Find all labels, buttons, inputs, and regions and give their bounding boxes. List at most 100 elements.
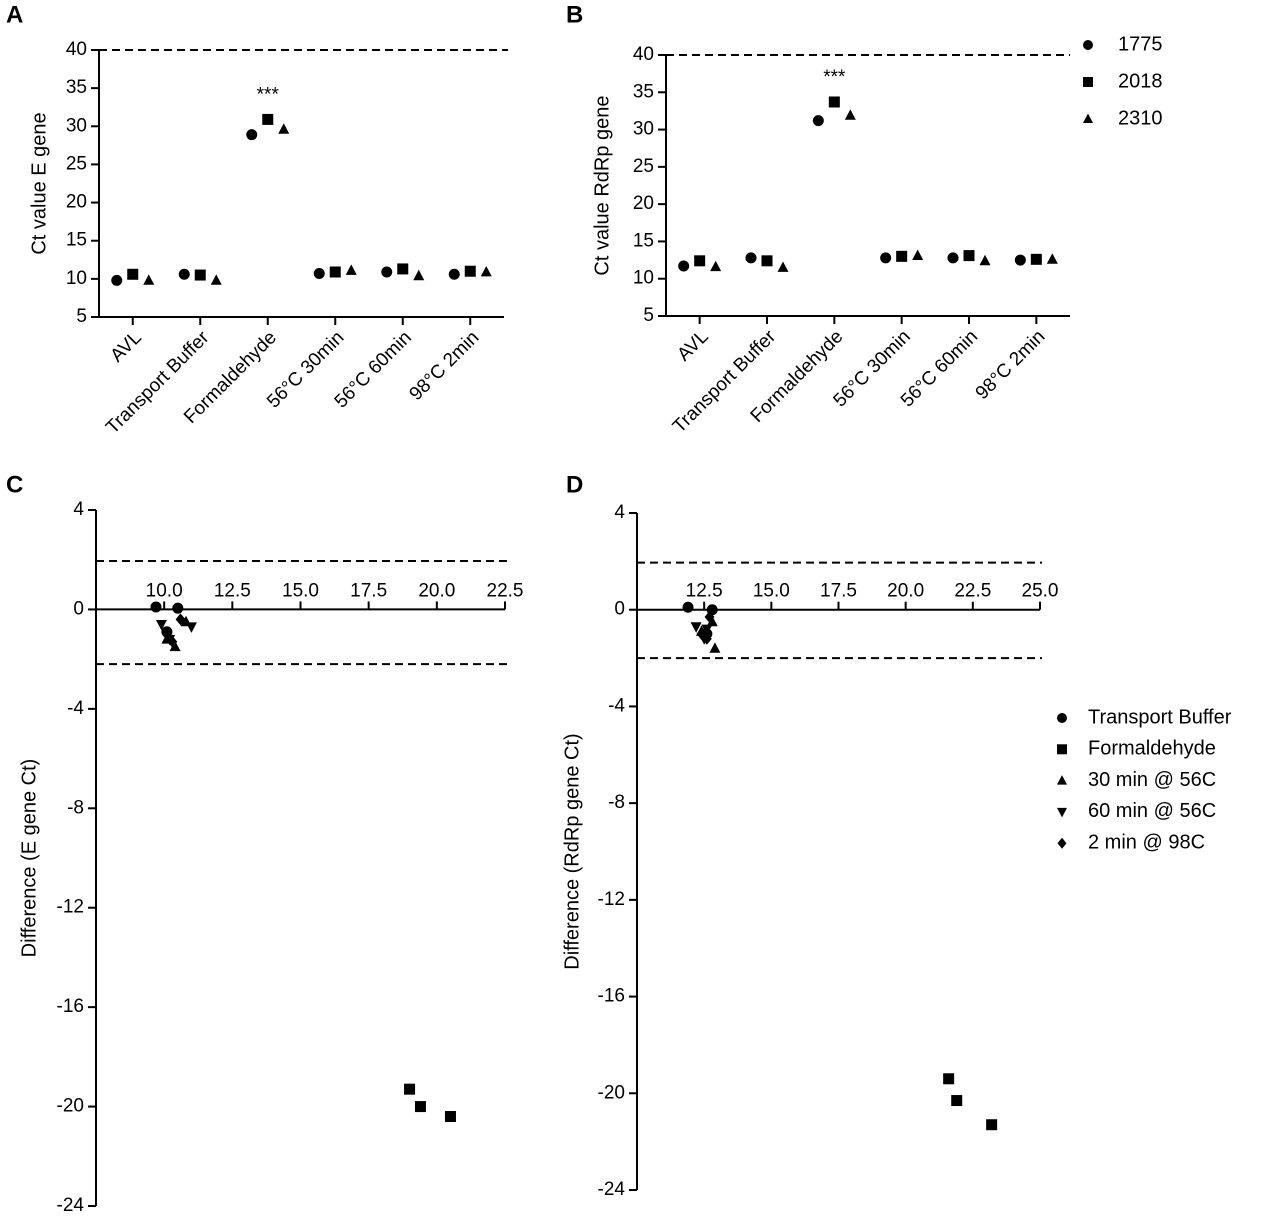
- panel-label: D: [566, 471, 583, 498]
- y-tick-label: 0: [73, 598, 84, 619]
- y-tick-label: 10: [66, 268, 87, 289]
- y-tick-label: -20: [57, 1096, 84, 1117]
- legend-label: 30 min @ 56C: [1088, 769, 1216, 791]
- y-axis-label: Difference (RdRp gene Ct): [561, 733, 583, 969]
- panel-label: A: [6, 1, 23, 28]
- marker: [947, 252, 959, 264]
- marker: [951, 1095, 963, 1107]
- marker: [828, 96, 840, 108]
- marker: [701, 632, 712, 645]
- marker: [812, 115, 824, 127]
- y-tick-label: -24: [598, 1179, 626, 1200]
- y-tick-label: 30: [66, 115, 87, 136]
- marker: [150, 601, 162, 613]
- marker: [1030, 253, 1042, 265]
- marker: [1014, 254, 1026, 266]
- marker: [448, 268, 460, 280]
- marker: [777, 261, 789, 272]
- marker: [912, 249, 924, 260]
- x-tick-label: 12.5: [686, 581, 723, 602]
- marker: [313, 268, 325, 280]
- marker: [963, 250, 975, 262]
- y-tick-label: -4: [608, 695, 625, 716]
- marker: [169, 640, 181, 652]
- x-tick-label: 22.5: [487, 580, 524, 601]
- marker: [943, 1073, 955, 1085]
- x-tick-label: 10.0: [146, 580, 183, 601]
- marker: [381, 266, 393, 278]
- y-tick-label: 4: [73, 499, 84, 520]
- y-tick-label: 25: [66, 153, 87, 174]
- marker: [694, 255, 706, 267]
- marker: [175, 613, 186, 626]
- marker: [345, 264, 357, 275]
- marker: [278, 123, 290, 134]
- y-tick-label: 20: [633, 193, 654, 214]
- x-tick-label: AVL: [673, 326, 712, 365]
- marker: [844, 109, 856, 120]
- y-tick-label: -8: [608, 792, 625, 813]
- y-tick-label: 30: [633, 119, 654, 140]
- marker: [143, 274, 155, 285]
- legend-label: Formaldehyde: [1088, 738, 1216, 760]
- marker: [745, 252, 757, 264]
- x-tick-label: 12.5: [214, 580, 251, 601]
- annotation: ***: [257, 84, 280, 105]
- marker: [155, 619, 167, 631]
- marker: [682, 601, 694, 613]
- marker: [1057, 775, 1067, 785]
- marker: [194, 269, 206, 281]
- marker: [172, 602, 184, 614]
- marker: [704, 610, 715, 624]
- y-tick-label: -8: [67, 797, 84, 818]
- y-tick-label: -16: [57, 996, 84, 1017]
- marker: [464, 265, 476, 277]
- marker: [761, 255, 773, 267]
- x-tick-label: 98°C 2min: [406, 327, 484, 405]
- marker: [1083, 113, 1093, 123]
- marker: [246, 129, 258, 141]
- x-tick-label: 15.0: [753, 581, 790, 602]
- marker: [329, 266, 341, 278]
- marker: [706, 615, 718, 627]
- panel-label: B: [566, 1, 583, 28]
- x-tick-label: 17.5: [350, 580, 387, 601]
- marker: [413, 269, 425, 281]
- panel-label: C: [6, 471, 23, 498]
- marker: [444, 1111, 456, 1123]
- legend-label: 60 min @ 56C: [1088, 800, 1216, 822]
- marker: [709, 642, 721, 653]
- marker: [678, 260, 690, 272]
- y-tick-label: 0: [614, 599, 625, 620]
- y-tick-label: -4: [67, 698, 84, 719]
- marker: [696, 627, 707, 640]
- marker: [480, 265, 492, 277]
- marker: [1083, 77, 1093, 87]
- y-tick-label: -24: [57, 1195, 85, 1216]
- marker: [1057, 807, 1067, 818]
- x-tick-label: 20.0: [418, 580, 455, 601]
- marker: [414, 1101, 426, 1113]
- marker: [986, 1119, 998, 1131]
- marker: [111, 274, 123, 286]
- annotation: ***: [823, 67, 846, 88]
- marker: [185, 622, 197, 633]
- marker: [1057, 837, 1067, 849]
- marker: [896, 250, 908, 262]
- marker: [880, 252, 892, 264]
- marker: [127, 268, 139, 280]
- x-tick-label: AVL: [107, 327, 146, 366]
- marker: [404, 1083, 416, 1095]
- y-tick-label: 40: [633, 44, 654, 65]
- y-tick-label: 5: [76, 306, 87, 327]
- y-axis-label: Ct value RdRp gene: [591, 95, 613, 275]
- x-tick-label: 17.5: [820, 581, 857, 602]
- y-tick-label: 40: [66, 39, 87, 60]
- y-tick-label: 15: [633, 230, 654, 251]
- y-axis-label: Difference (E gene Ct): [18, 759, 40, 958]
- legend-label: 2310: [1118, 107, 1163, 129]
- y-tick-label: -20: [598, 1082, 625, 1103]
- marker: [1083, 40, 1093, 50]
